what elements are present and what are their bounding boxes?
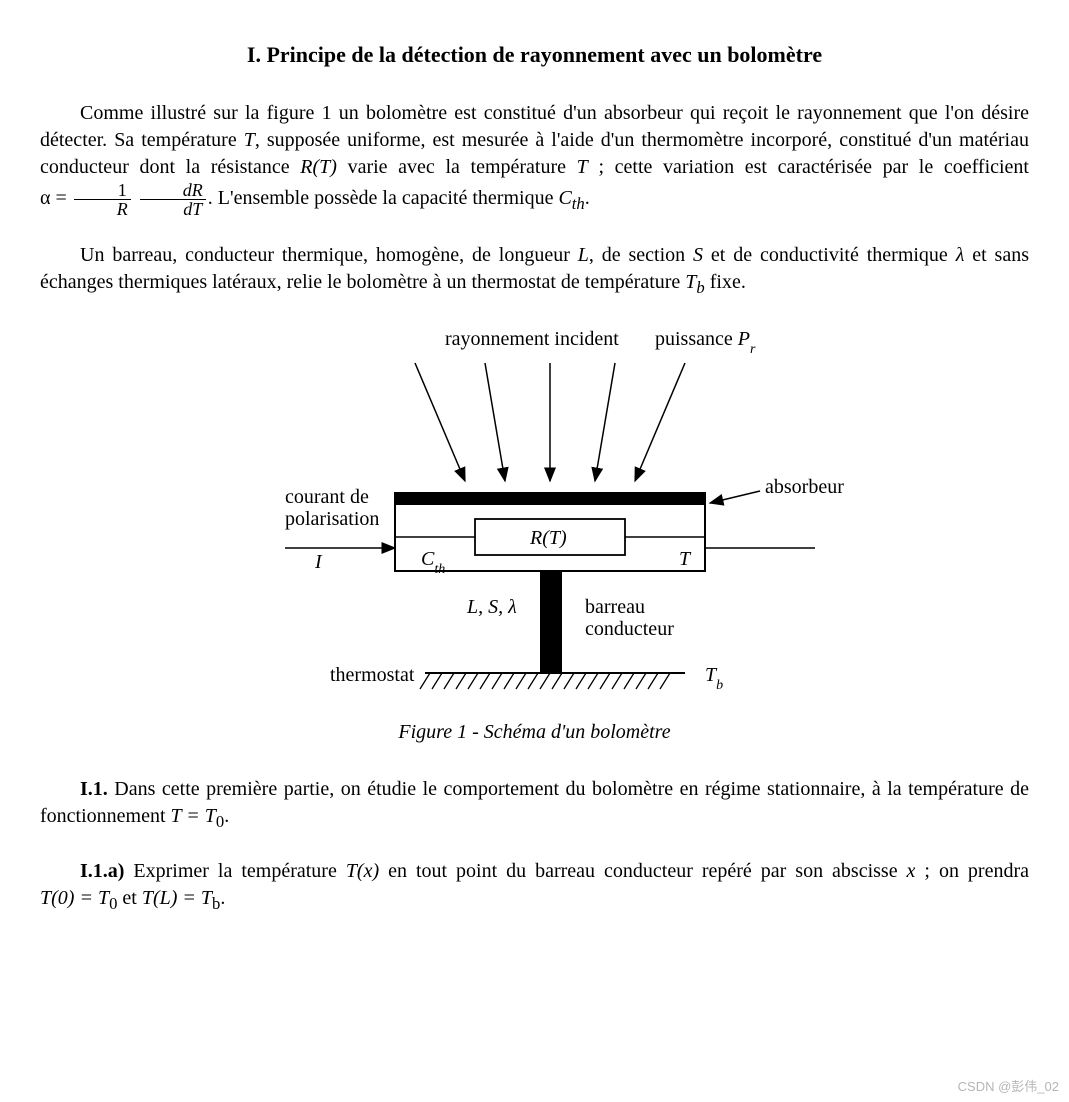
q1a-text-c: ; on prendra (915, 860, 1029, 882)
p1-text-e: . L'ensemble possède la capacité thermiq… (208, 187, 559, 209)
sym-S: S (693, 244, 703, 266)
label-absorbeur: absorbeur (765, 476, 844, 498)
thermostat-hatching (420, 673, 670, 689)
q1a-bc1: T(0) = T (40, 887, 109, 909)
q1a-end: . (220, 887, 225, 909)
watermark: CSDN @彭伟_02 (958, 1078, 1059, 1096)
p1-text-f: . (585, 187, 590, 209)
figure-1: rayonnement incident puissance Pr absorb… (185, 323, 885, 746)
q1-end: . (224, 805, 229, 827)
q1a-text-a: Exprimer la température (124, 860, 345, 882)
label-T: T (679, 548, 692, 570)
alpha-lhs: α = (40, 187, 72, 209)
label-courant1: courant de (285, 486, 369, 508)
frac-1-over-R: 1R (74, 181, 131, 218)
frac1-num: 1 (74, 181, 131, 200)
label-puissance: puissance Pr (655, 328, 756, 357)
sym-T2: T (577, 156, 588, 178)
label-Tb: Tb (705, 664, 723, 693)
q1a-and: et (117, 887, 141, 909)
q1a-bc2: T(L) = T (142, 887, 212, 909)
sym-L: L (578, 244, 589, 266)
label-I: I (314, 551, 323, 573)
p2-text-b: , de section (589, 244, 693, 266)
label-LSlam: L, S, λ (466, 596, 517, 618)
sym-RT: R(T) (300, 156, 337, 178)
label-thermostat: thermostat (330, 664, 415, 686)
question-I1: I.1. Dans cette première partie, on étud… (40, 776, 1029, 834)
label-rayonnement: rayonnement incident (445, 328, 619, 350)
frac1-den: R (117, 199, 128, 219)
sym-T: T (244, 129, 255, 151)
p1-text-c: varie avec la température (337, 156, 577, 178)
q1a-text-b: en tout point du barreau conducteur repé… (379, 860, 906, 882)
frac2-den: dT (183, 199, 202, 219)
frac2-num: dR (183, 180, 203, 200)
p1-text-d: ; cette variation est caractérisée par l… (588, 156, 1029, 178)
absorber-strip (395, 493, 705, 505)
q1-eq-sub: 0 (216, 812, 224, 831)
label-barreau2: conducteur (585, 618, 674, 640)
radiation-arrows (415, 363, 685, 481)
label-courant2: polarisation (285, 508, 379, 530)
sym-Cth: Cth (558, 187, 584, 209)
sym-Tb: Tb (685, 271, 704, 293)
paragraph-1: Comme illustré sur la figure 1 un bolomè… (40, 100, 1029, 218)
bolometer-diagram: rayonnement incident puissance Pr absorb… (185, 323, 885, 703)
q1a-label: I.1.a) (80, 860, 124, 882)
conducting-bar (540, 571, 562, 673)
p2-text-a: Un barreau, conducteur thermique, homogè… (80, 244, 578, 266)
frac-dR-dT: dRdT (140, 181, 206, 218)
section-title: I. Principe de la détection de rayonneme… (40, 40, 1029, 70)
q1-eq: T = T (171, 805, 216, 827)
label-RT: R(T) (529, 527, 567, 549)
q1-label: I.1. (80, 778, 108, 800)
p2-text-c: et de conductivité thermique (703, 244, 956, 266)
label-Cth: Cth (421, 548, 445, 577)
label-barreau1: barreau (585, 596, 645, 618)
figure-caption: Figure 1 - Schéma d'un bolomètre (185, 719, 885, 746)
p2-text-e: fixe. (705, 271, 746, 293)
absorbeur-arrow (710, 491, 760, 503)
question-I1a: I.1.a) Exprimer la température T(x) en t… (40, 858, 1029, 916)
paragraph-2: Un barreau, conducteur thermique, homogè… (40, 242, 1029, 300)
q1a-Tx: T(x) (346, 860, 379, 882)
